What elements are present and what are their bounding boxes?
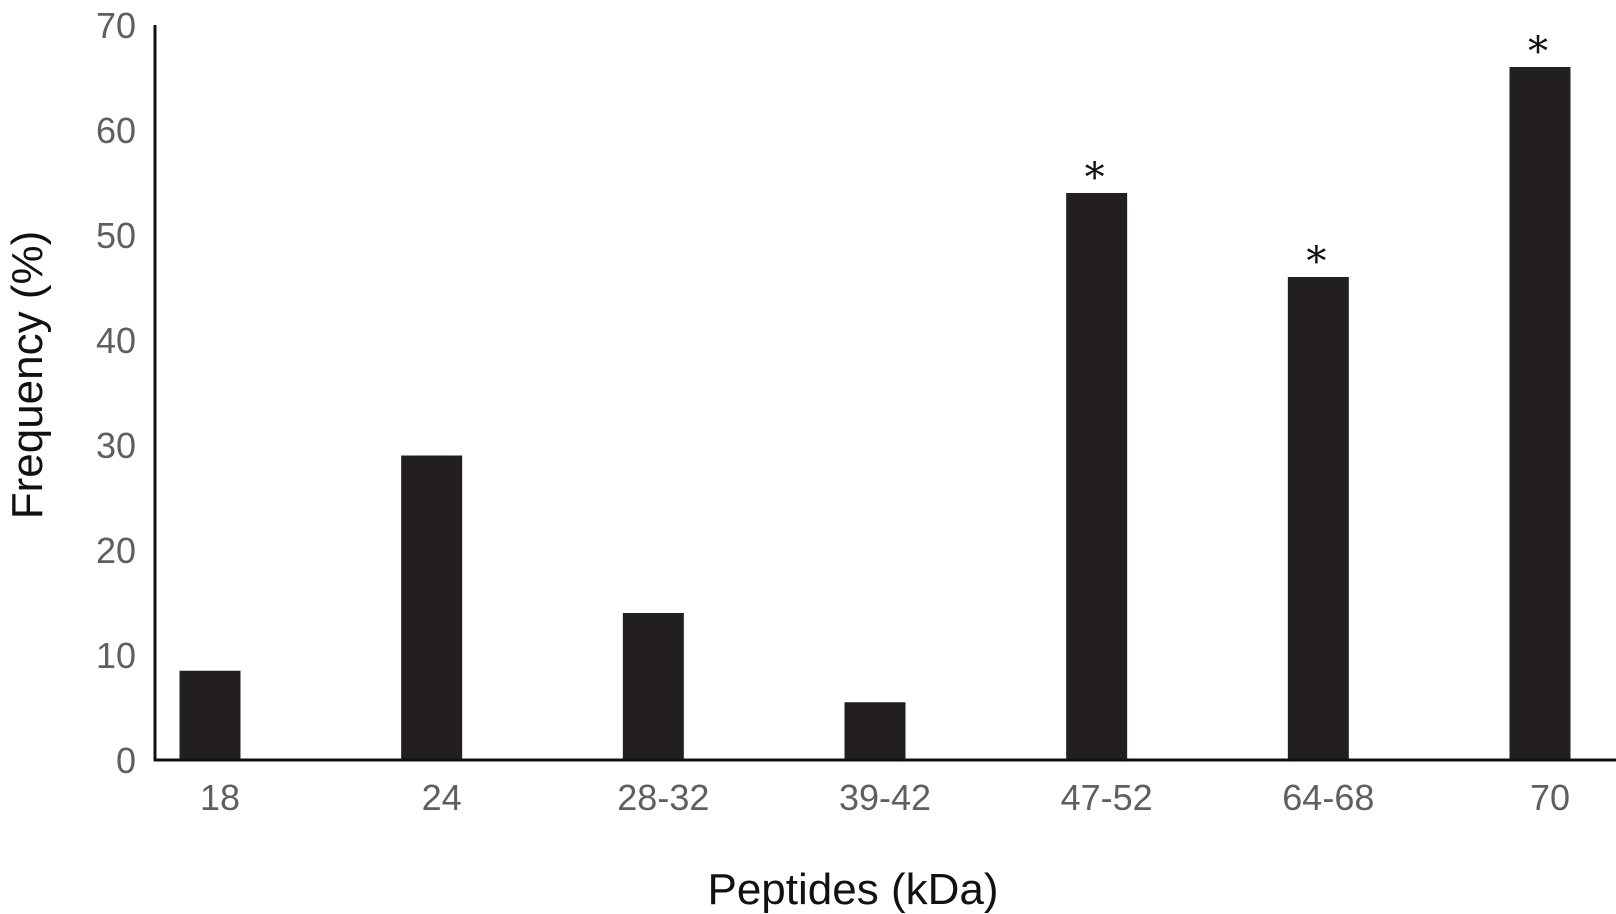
y-tick-label-20: 20: [96, 530, 136, 571]
bar-39-42: [844, 702, 906, 760]
y-tick-label-50: 50: [96, 215, 136, 256]
y-tick-label-40: 40: [96, 320, 136, 361]
x-tick-label-24: 24: [422, 777, 462, 818]
y-axis-title: Frequency (%): [3, 231, 52, 520]
x-tick-label-18: 18: [200, 777, 240, 818]
x-tick-labels: 18 24 28-32 39-42 47-52 64-68 70: [200, 777, 1570, 818]
bar-18: [179, 670, 241, 760]
bar-47-52: [1066, 193, 1128, 760]
x-tick-label-47-52: 47-52: [1061, 777, 1153, 818]
bars-layer: [179, 67, 1571, 760]
y-tick-label-30: 30: [96, 425, 136, 466]
x-tick-label-39-42: 39-42: [839, 777, 931, 818]
y-tick-label-60: 60: [96, 110, 136, 151]
bar-24: [401, 455, 463, 760]
y-tick-label-0: 0: [116, 740, 136, 781]
y-tick-label-10: 10: [96, 635, 136, 676]
significance-marker-47-52: *: [1085, 155, 1105, 201]
y-tick-label-70: 70: [96, 5, 136, 46]
bar-28-32: [622, 613, 684, 760]
x-axis-title: Peptides (kDa): [707, 865, 998, 914]
y-tick-labels: 0 10 20 30 40 50 60 70: [96, 5, 136, 781]
x-tick-label-28-32: 28-32: [617, 777, 709, 818]
x-tick-label-64-68: 64-68: [1282, 777, 1374, 818]
bar-70: [1509, 67, 1571, 760]
significance-marker-64-68: *: [1306, 239, 1326, 285]
significance-marker-70: *: [1528, 29, 1548, 75]
bar-64-68: [1287, 277, 1349, 760]
axes-layer: [153, 25, 1616, 762]
annotations-layer: * * *: [1085, 29, 1548, 285]
x-tick-label-70: 70: [1530, 777, 1570, 818]
